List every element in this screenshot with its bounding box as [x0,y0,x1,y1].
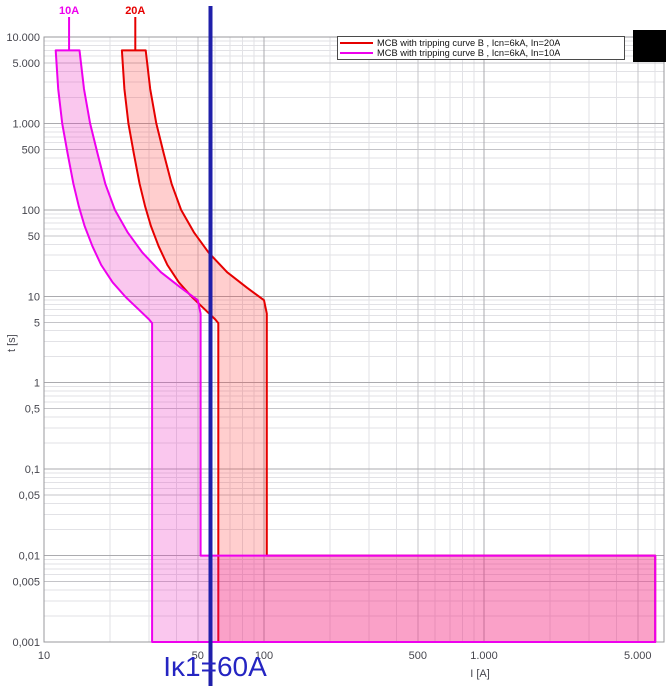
curve-label-10a: 10A [59,5,79,17]
legend-line-sample-20a [340,42,373,44]
y-tick-label: 1 [34,378,40,390]
y-tick-label: 0,5 [25,404,40,416]
y-tick-label: 0,01 [19,551,40,563]
y-tick-label: 0,001 [12,637,40,649]
grid-major [44,37,664,642]
legend-item: MCB with tripping curve B , Icn=6kA, In=… [340,38,622,48]
y-tick-label: 500 [22,144,40,156]
legend-line-sample-10a [340,52,373,54]
grid-minor [44,37,664,642]
legend: MCB with tripping curve B , Icn=6kA, In=… [337,36,625,60]
fault-current-label: Iκ1=60A [163,651,267,682]
x-tick-label: 500 [409,650,427,662]
y-tick-label: 1.000 [12,118,40,130]
y-tick-label: 10 [28,291,40,303]
x-tick-label: 50 [192,650,204,662]
x-tick-label: 100 [255,650,273,662]
x-axis-title: I [A] [470,668,490,680]
y-tick-label: 0,1 [25,464,40,476]
legend-item: MCB with tripping curve B , Icn=6kA, In=… [340,48,622,58]
legend-label: MCB with tripping curve B , Icn=6kA, In=… [377,38,561,48]
x-tick-label: 10 [38,650,50,662]
y-tick-label: 0,005 [12,577,40,589]
y-tick-label: 0,05 [19,490,40,502]
tripping-band-10a [54,49,657,643]
y-tick-label: 100 [22,205,40,217]
redaction-box [633,30,666,62]
legend-label: MCB with tripping curve B , Icn=6kA, In=… [377,48,561,58]
y-axis-title: t [s] [6,334,18,352]
y-tick-label: 5.000 [12,58,40,70]
y-tick-label: 5 [34,317,40,329]
tripping-band-20a [120,49,657,643]
x-tick-label: 1.000 [470,650,498,662]
x-tick-label: 5.000 [624,650,652,662]
y-tick-label: 10.000 [6,32,40,44]
y-tick-label: 50 [28,231,40,243]
grid-half-decade [44,37,664,642]
curve-label-20a: 20A [125,5,145,17]
